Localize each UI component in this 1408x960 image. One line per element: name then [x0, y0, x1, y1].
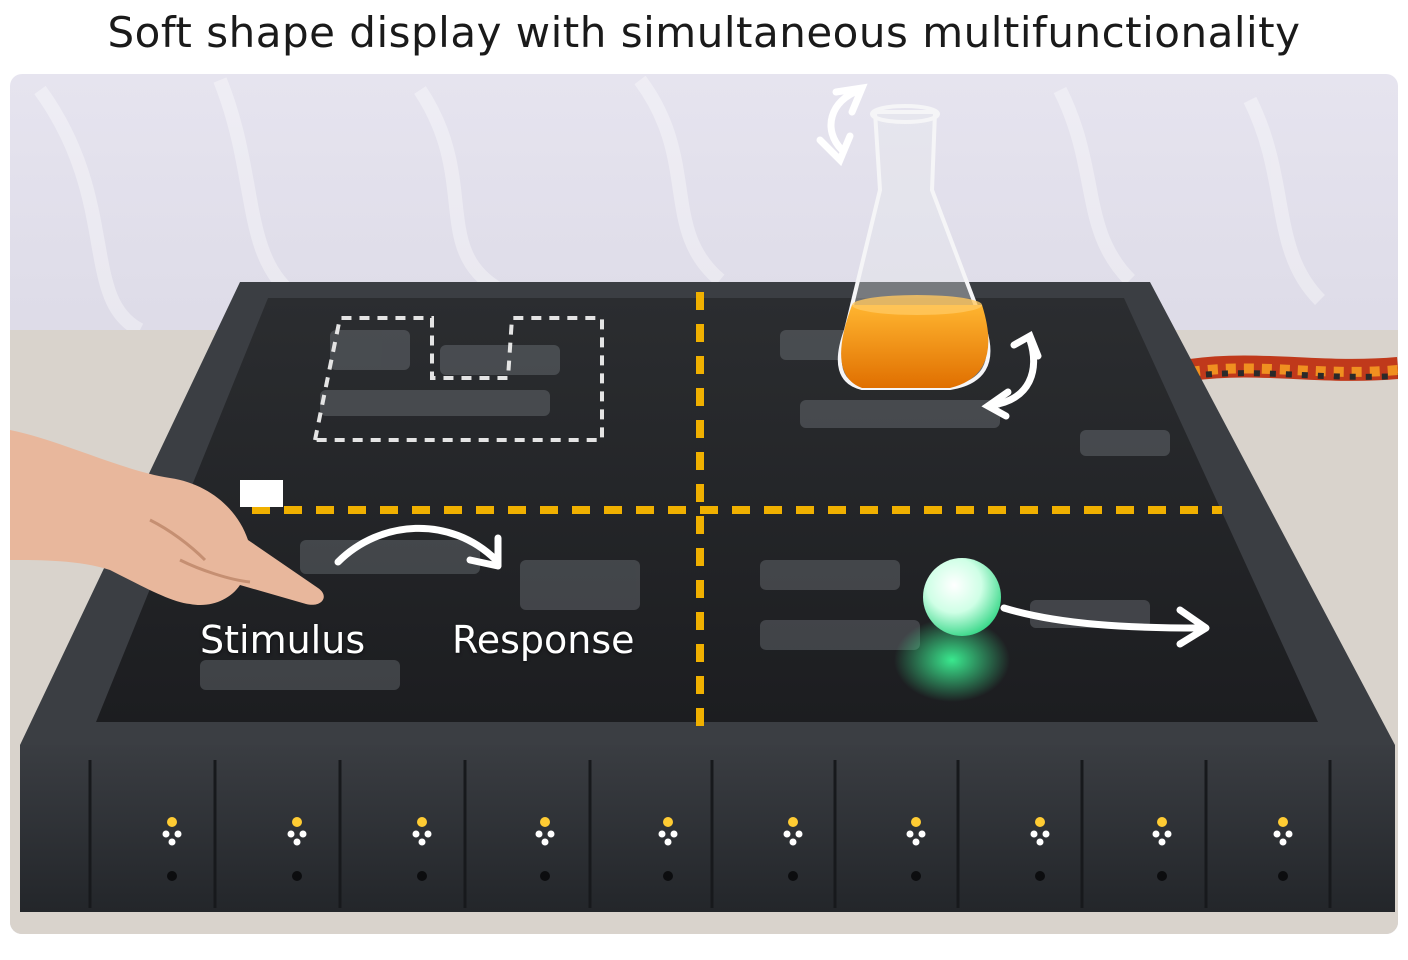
device-front	[20, 745, 1395, 912]
right-arrow-icon	[1000, 604, 1204, 632]
flask	[837, 104, 991, 390]
stimulus-label: Stimulus	[200, 618, 366, 662]
module-panels	[88, 760, 1332, 908]
led-indicators	[162, 817, 1293, 881]
maze-outline	[312, 316, 604, 442]
curved-arrow-head	[466, 534, 502, 570]
hand	[10, 430, 324, 606]
device-photo	[10, 74, 1398, 934]
curved-arrow-icon	[334, 524, 500, 566]
right-arrow-head	[1176, 606, 1210, 648]
rotate-arrow-icon	[816, 83, 868, 167]
flask-liquid	[841, 305, 989, 388]
rotate-arrow-icon	[981, 330, 1042, 420]
figure-title: Soft shape display with simultaneous mul…	[107, 8, 1301, 57]
cloth-folds	[34, 75, 1326, 337]
cable-bundle	[1188, 355, 1398, 381]
white-marker	[240, 480, 283, 507]
glowing-ball	[923, 558, 1001, 636]
ball-reflection	[894, 618, 1010, 702]
response-label: Response	[452, 618, 635, 662]
